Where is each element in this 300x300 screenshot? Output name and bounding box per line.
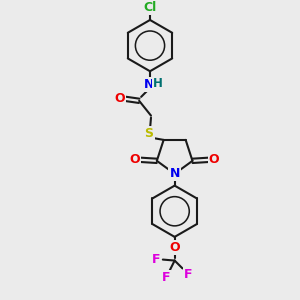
Text: N: N: [169, 167, 180, 180]
Text: F: F: [152, 253, 160, 266]
Text: N: N: [144, 78, 154, 91]
Text: O: O: [130, 153, 140, 167]
Text: F: F: [161, 271, 170, 284]
Text: O: O: [169, 241, 180, 254]
Text: Cl: Cl: [143, 1, 157, 13]
Text: S: S: [145, 127, 154, 140]
Text: O: O: [114, 92, 125, 105]
Text: O: O: [209, 153, 220, 167]
Text: F: F: [184, 268, 193, 281]
Text: H: H: [153, 76, 163, 90]
